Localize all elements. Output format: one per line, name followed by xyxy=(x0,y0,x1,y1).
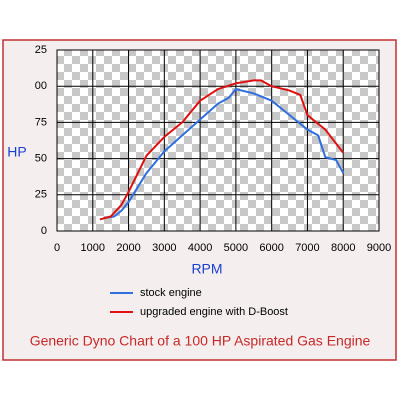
x-tick-label: 4000 xyxy=(188,242,212,254)
legend-label: upgraded engine with D-Boost xyxy=(140,306,288,318)
y-tick-label: 0 xyxy=(41,225,47,237)
x-tick-label: 2000 xyxy=(116,242,140,254)
y-tick-label: 00 xyxy=(35,80,47,92)
y-axis-label: HP xyxy=(7,144,26,160)
plot-area xyxy=(57,50,379,231)
series-line xyxy=(103,88,345,219)
legend-label: stock engine xyxy=(140,287,202,299)
y-tick-label: 75 xyxy=(35,116,47,128)
x-tick-label: 1000 xyxy=(81,242,105,254)
y-tick-label: 50 xyxy=(35,153,47,165)
chart-title: Generic Dyno Chart of a 100 HP Aspirated… xyxy=(30,333,371,349)
x-tick-label: 6000 xyxy=(259,242,283,254)
x-axis-label: RPM xyxy=(191,261,222,277)
x-tick-label: 5000 xyxy=(224,242,248,254)
x-tick-label: 7000 xyxy=(295,242,319,254)
series-line xyxy=(99,79,345,221)
y-tick-label: 25 xyxy=(35,44,47,56)
x-tick-label: 8000 xyxy=(331,242,355,254)
x-tick-label: 9000 xyxy=(367,242,391,254)
y-tick-label: 25 xyxy=(35,189,47,201)
x-tick-label: 0 xyxy=(54,242,60,254)
x-tick-label: 3000 xyxy=(152,242,176,254)
plot-border xyxy=(56,49,380,232)
